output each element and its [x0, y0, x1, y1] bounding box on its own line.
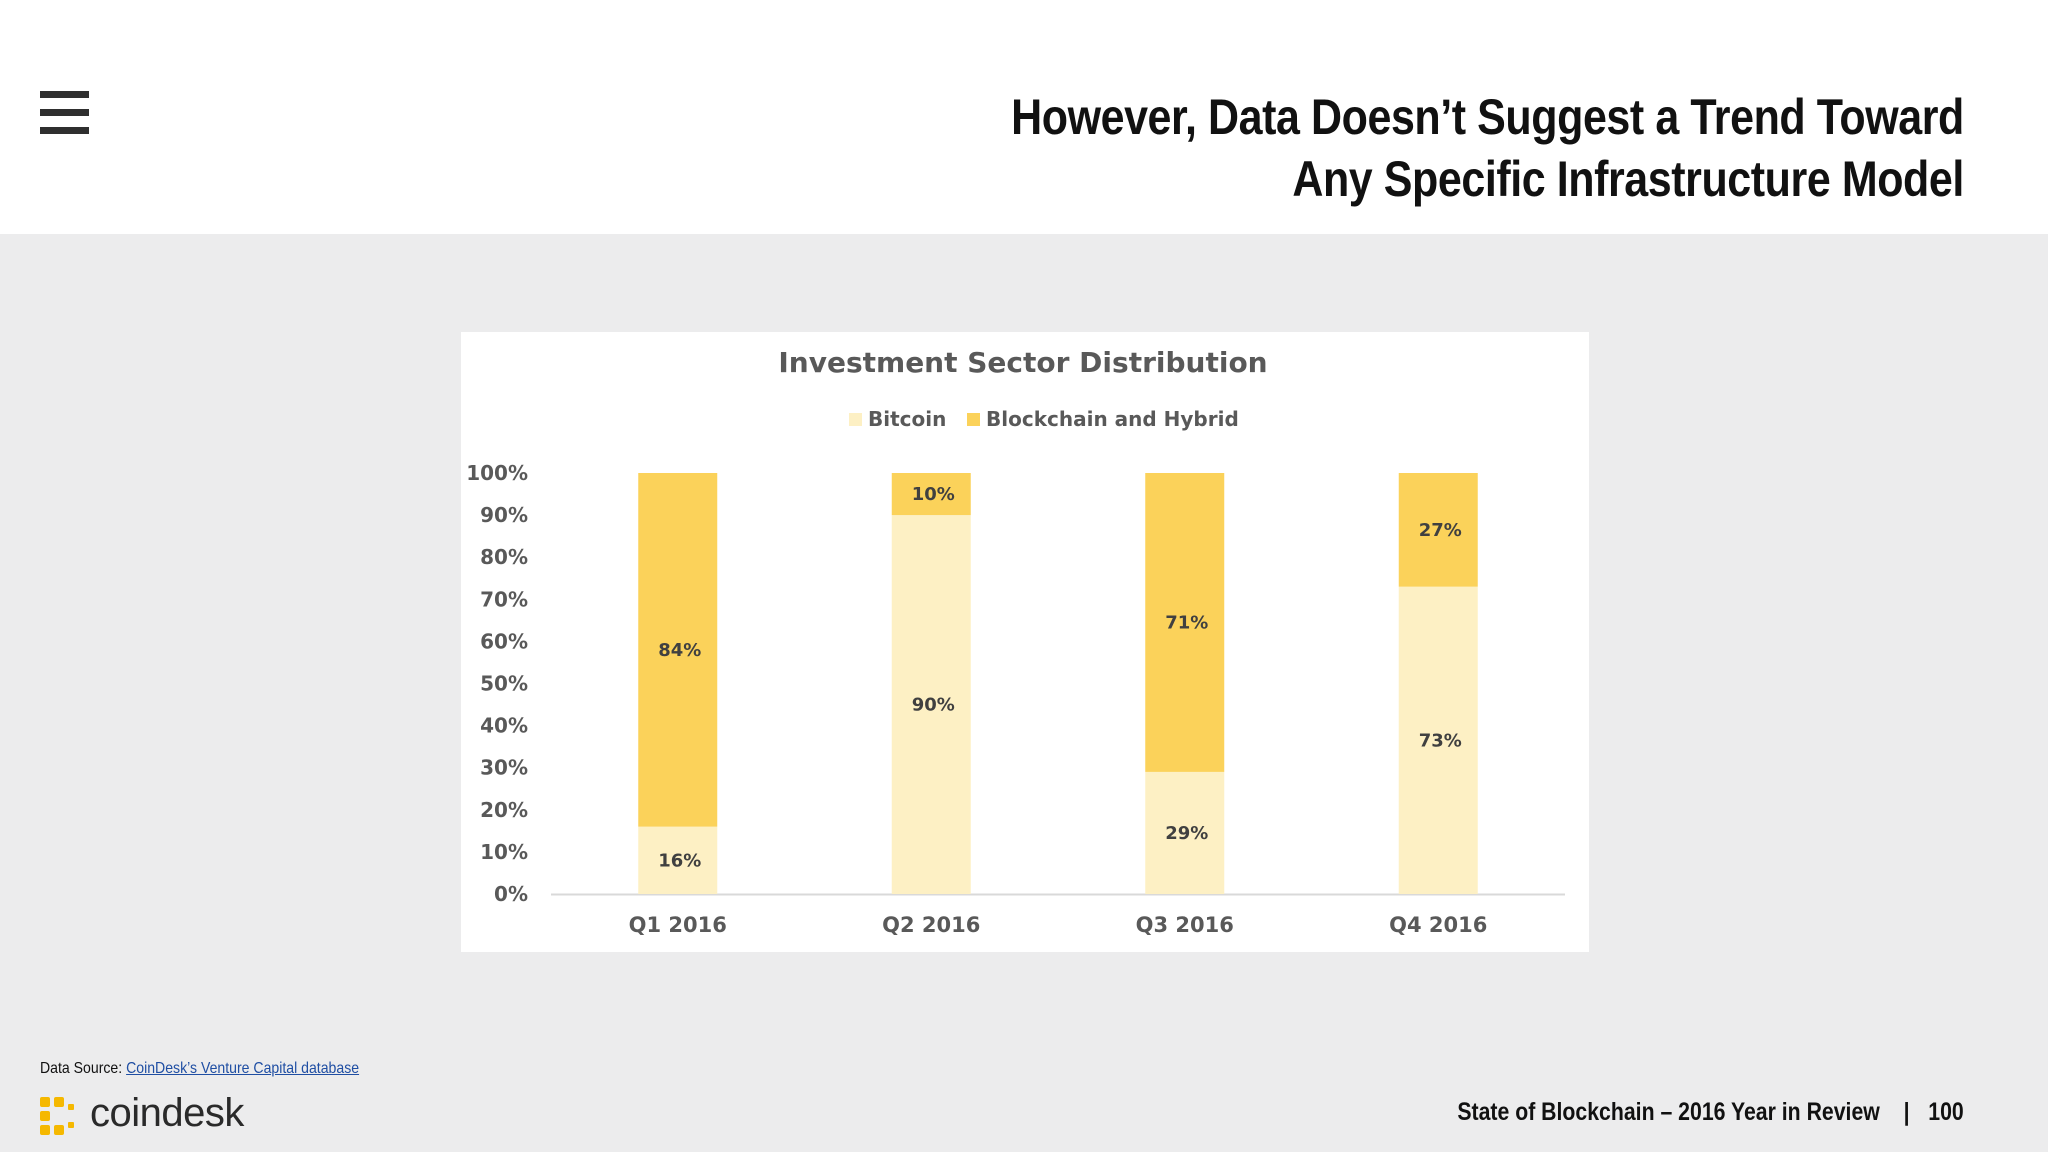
y-tick-label: 50% — [480, 672, 528, 696]
bar-bitcoin-1 — [638, 826, 718, 894]
data-label: 90% — [912, 695, 955, 716]
coindesk-logo-icon — [40, 1097, 74, 1135]
footer-report-info: State of Blockchain – 2016 Year in Revie… — [1458, 1098, 1964, 1127]
legend-label-1: Bitcoin — [868, 407, 946, 431]
page-number: 100 — [1928, 1098, 1964, 1126]
bar-bitcoin-4 — [1398, 586, 1478, 894]
x-tick-label: Q3 2016 — [1136, 913, 1234, 937]
logo-wordmark: coindesk — [90, 1091, 244, 1135]
bar-blockchain-hybrid-2 — [891, 473, 971, 516]
chart-title: Investment Sector Distribution — [778, 346, 1267, 379]
menu-bar — [40, 91, 89, 98]
x-tick-label: Q2 2016 — [882, 913, 980, 937]
data-label: 10% — [912, 484, 955, 505]
data-label: 84% — [658, 640, 701, 661]
y-tick-label: 30% — [480, 756, 528, 780]
chart-card: Investment Sector Distribution Bitcoin Blo… — [461, 332, 1589, 952]
y-tick-label: 10% — [480, 840, 528, 864]
y-tick-label: 20% — [480, 798, 528, 822]
legend-swatch-2 — [967, 413, 980, 426]
data-label: 73% — [1419, 730, 1462, 751]
y-tick-label: 80% — [480, 545, 528, 569]
data-source-label: Data Source: — [40, 1060, 127, 1077]
data-label: 29% — [1165, 823, 1208, 844]
bar-bitcoin-3 — [1145, 771, 1225, 894]
title-line-2: Any Specific Infrastructure Model — [1292, 151, 1964, 207]
y-tick-label: 40% — [480, 714, 528, 738]
data-label: 16% — [658, 850, 701, 871]
data-source-link[interactable]: CoinDesk’s Venture Capital database — [126, 1060, 360, 1077]
legend-swatch-1 — [849, 413, 862, 426]
menu-bar — [40, 109, 89, 116]
bar-blockchain-hybrid-4 — [1398, 473, 1478, 587]
page-title: However, Data Doesn’t Suggest a Trend To… — [1011, 86, 1964, 210]
coindesk-logo[interactable]: coindesk — [38, 1091, 258, 1137]
y-tick-label: 100% — [466, 461, 528, 485]
bar-blockchain-hybrid-3 — [1145, 473, 1225, 772]
menu-bar — [40, 127, 89, 134]
data-source: Data Source: CoinDesk’s Venture Capital … — [40, 1060, 359, 1078]
x-tick-label: Q4 2016 — [1389, 913, 1487, 937]
footer-separator: | — [1903, 1098, 1910, 1126]
data-label: 27% — [1419, 520, 1462, 541]
investment-sector-chart: Investment Sector Distribution Bitcoin Blo… — [466, 346, 1565, 937]
y-tick-label: 60% — [480, 629, 528, 653]
bar-bitcoin-2 — [891, 515, 971, 894]
y-tick-label: 70% — [480, 587, 528, 611]
title-line-1: However, Data Doesn’t Suggest a Trend To… — [1011, 89, 1964, 145]
data-label: 71% — [1165, 612, 1208, 633]
x-tick-label: Q1 2016 — [629, 913, 727, 937]
y-tick-label: 90% — [480, 503, 528, 527]
bar-blockchain-hybrid-1 — [638, 473, 718, 827]
y-tick-label: 0% — [494, 882, 528, 906]
slide-header: However, Data Doesn’t Suggest a Trend To… — [0, 0, 2048, 234]
legend-label-2: Blockchain and Hybrid — [986, 407, 1239, 431]
hamburger-menu-icon[interactable] — [40, 91, 89, 134]
report-title: State of Blockchain – 2016 Year in Revie… — [1457, 1098, 1881, 1126]
